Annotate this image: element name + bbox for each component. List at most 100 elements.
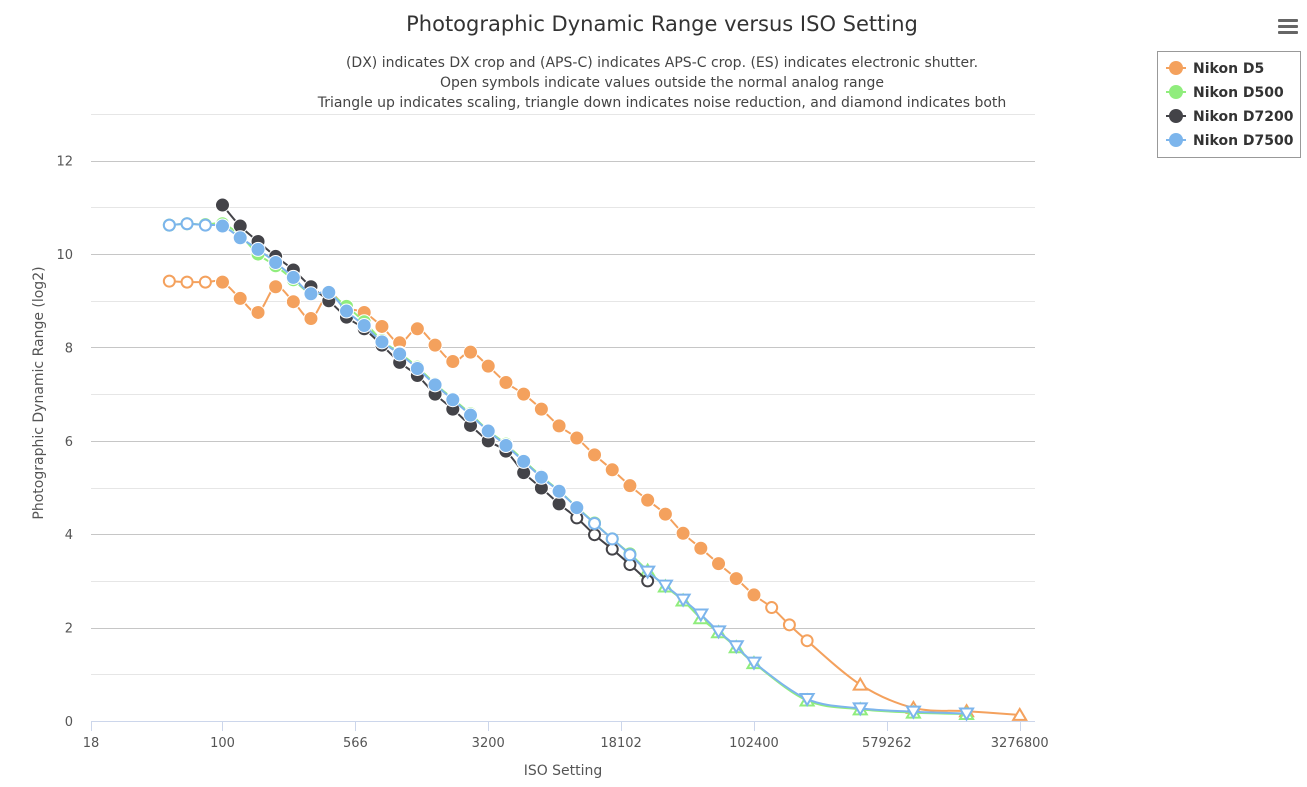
nikon-d5-point[interactable]: [587, 447, 603, 463]
series-line-nikon-d5: [168, 279, 1021, 716]
nikon-d5-point[interactable]: [551, 418, 567, 434]
nikon-d7500-point[interactable]: [551, 483, 567, 499]
nikon-d7200-point[interactable]: [551, 496, 567, 512]
nikon-d7500-point[interactable]: [480, 423, 496, 439]
nikon-d7500-point[interactable]: [623, 548, 637, 562]
nikon-d7500-point[interactable]: [605, 532, 619, 546]
nikon-d5-point[interactable]: [569, 430, 585, 446]
x-tick-label: 18: [83, 736, 100, 751]
nikon-d5-point[interactable]: [746, 587, 762, 603]
nikon-d5-point[interactable]: [268, 279, 284, 295]
nikon-d7500-point[interactable]: [445, 392, 461, 408]
nikon-d5-point[interactable]: [409, 321, 425, 337]
nikon-d5-point[interactable]: [198, 275, 212, 289]
nikon-d7500-point[interactable]: [409, 360, 425, 376]
nikon-d7500-point[interactable]: [250, 241, 266, 257]
nikon-d7500-point[interactable]: [162, 218, 176, 232]
nikon-d7500-point[interactable]: [958, 707, 975, 722]
chart-subtitle-line-2: Open symbols indicate values outside the…: [440, 75, 884, 91]
nikon-d7500-point[interactable]: [569, 500, 585, 516]
legend-label-nikon-d500: Nikon D500: [1193, 85, 1284, 101]
nikon-d5-point[interactable]: [232, 290, 248, 306]
nikon-d7500-point[interactable]: [303, 286, 319, 302]
nikon-d5-point[interactable]: [533, 401, 549, 417]
nikon-d7500-point[interactable]: [498, 438, 514, 454]
nikon-d7500-point[interactable]: [852, 702, 869, 717]
nikon-d7500-point[interactable]: [180, 217, 194, 231]
nikon-d7500-point[interactable]: [657, 579, 674, 594]
nikon-d5-point[interactable]: [604, 462, 620, 478]
nikon-d7500-point[interactable]: [285, 269, 301, 285]
nikon-d7500-point[interactable]: [798, 693, 816, 708]
legend-item-nikon-d500[interactable]: Nikon D500: [1166, 85, 1284, 101]
nikon-d7200-point[interactable]: [214, 197, 230, 213]
nikon-d5-point[interactable]: [728, 571, 744, 587]
legend-label-nikon-d7200: Nikon D7200: [1193, 109, 1294, 125]
nikon-d7500-point[interactable]: [727, 640, 745, 655]
nikon-d7500-point[interactable]: [745, 656, 763, 671]
legend: Nikon D5 Nikon D500 Nikon D7200 Nikon D7500: [1157, 51, 1301, 158]
nikon-d5-point[interactable]: [711, 556, 727, 572]
nikon-d7500-point[interactable]: [339, 303, 355, 319]
nikon-d5-point[interactable]: [162, 274, 176, 288]
x-tick-label: 566: [343, 736, 368, 751]
nikon-d5-point[interactable]: [445, 353, 461, 369]
nikon-d5-point[interactable]: [675, 525, 691, 541]
nikon-d5-point[interactable]: [852, 676, 869, 691]
nikon-d7500-point[interactable]: [392, 346, 408, 362]
legend-item-nikon-d7500[interactable]: Nikon D7500: [1166, 133, 1294, 149]
nikon-d7500-point[interactable]: [588, 516, 602, 530]
nikon-d5-point[interactable]: [427, 337, 443, 353]
nikon-d7500-point[interactable]: [374, 334, 390, 350]
hamburger-menu-icon[interactable]: [1272, 13, 1300, 39]
y-tick-label: 8: [65, 341, 73, 356]
nikon-d7500-point[interactable]: [533, 469, 549, 485]
series-nikon-d7500: [162, 217, 975, 722]
nikon-d5-point[interactable]: [516, 386, 532, 402]
nikon-d5-point[interactable]: [640, 492, 656, 508]
y-tick-label: 4: [65, 528, 73, 543]
nikon-d5-point[interactable]: [285, 294, 301, 310]
x-tick-label: 3276800: [991, 736, 1049, 751]
nikon-d7500-point[interactable]: [268, 254, 284, 270]
nikon-d5-point[interactable]: [622, 478, 638, 494]
nikon-d7500-point[interactable]: [692, 608, 710, 623]
nikon-d7500-point[interactable]: [198, 218, 212, 232]
series-group: [162, 197, 1028, 722]
legend-item-nikon-d7200[interactable]: Nikon D7200: [1166, 109, 1294, 125]
nikon-d7500-point[interactable]: [321, 284, 337, 300]
nikon-d7500-point[interactable]: [674, 593, 692, 608]
nikon-d5-point[interactable]: [693, 540, 709, 556]
nikon-d5-point[interactable]: [214, 274, 230, 290]
nikon-d5-point[interactable]: [303, 311, 319, 327]
nikon-d5-point[interactable]: [180, 275, 194, 289]
nikon-d7500-point[interactable]: [463, 407, 479, 423]
legend-symbol-nikon-d7200: [1169, 109, 1183, 123]
nikon-d5-point[interactable]: [480, 358, 496, 374]
y-tick-label: 12: [56, 155, 73, 170]
x-tick-label: 3200: [472, 736, 505, 751]
nikon-d7500-point[interactable]: [214, 218, 230, 234]
nikon-d7500-point[interactable]: [905, 705, 922, 720]
nikon-d7500-point[interactable]: [516, 453, 532, 469]
nikon-d5-point[interactable]: [374, 318, 390, 334]
legend-symbol-nikon-d5: [1169, 61, 1183, 75]
nikon-d5-point[interactable]: [498, 374, 514, 390]
nikon-d7500-point[interactable]: [639, 565, 656, 580]
nikon-d5-point[interactable]: [1011, 706, 1028, 721]
x-tick-label: 100: [210, 736, 235, 751]
nikon-d7200-point[interactable]: [588, 528, 602, 542]
nikon-d7500-point[interactable]: [427, 377, 443, 393]
nikon-d7500-point[interactable]: [232, 230, 248, 246]
nikon-d5-point[interactable]: [765, 601, 779, 615]
nikon-d5-point[interactable]: [657, 506, 673, 522]
nikon-d5-point[interactable]: [250, 304, 266, 320]
nikon-d7500-point[interactable]: [710, 625, 727, 640]
legend-item-nikon-d5[interactable]: Nikon D5: [1166, 61, 1264, 77]
nikon-d5-point[interactable]: [463, 344, 479, 360]
nikon-d7500-point[interactable]: [356, 318, 372, 334]
nikon-d5-point[interactable]: [800, 634, 814, 648]
nikon-d5-point[interactable]: [782, 618, 796, 632]
y-axis-title: Photographic Dynamic Range (log2): [31, 266, 47, 519]
